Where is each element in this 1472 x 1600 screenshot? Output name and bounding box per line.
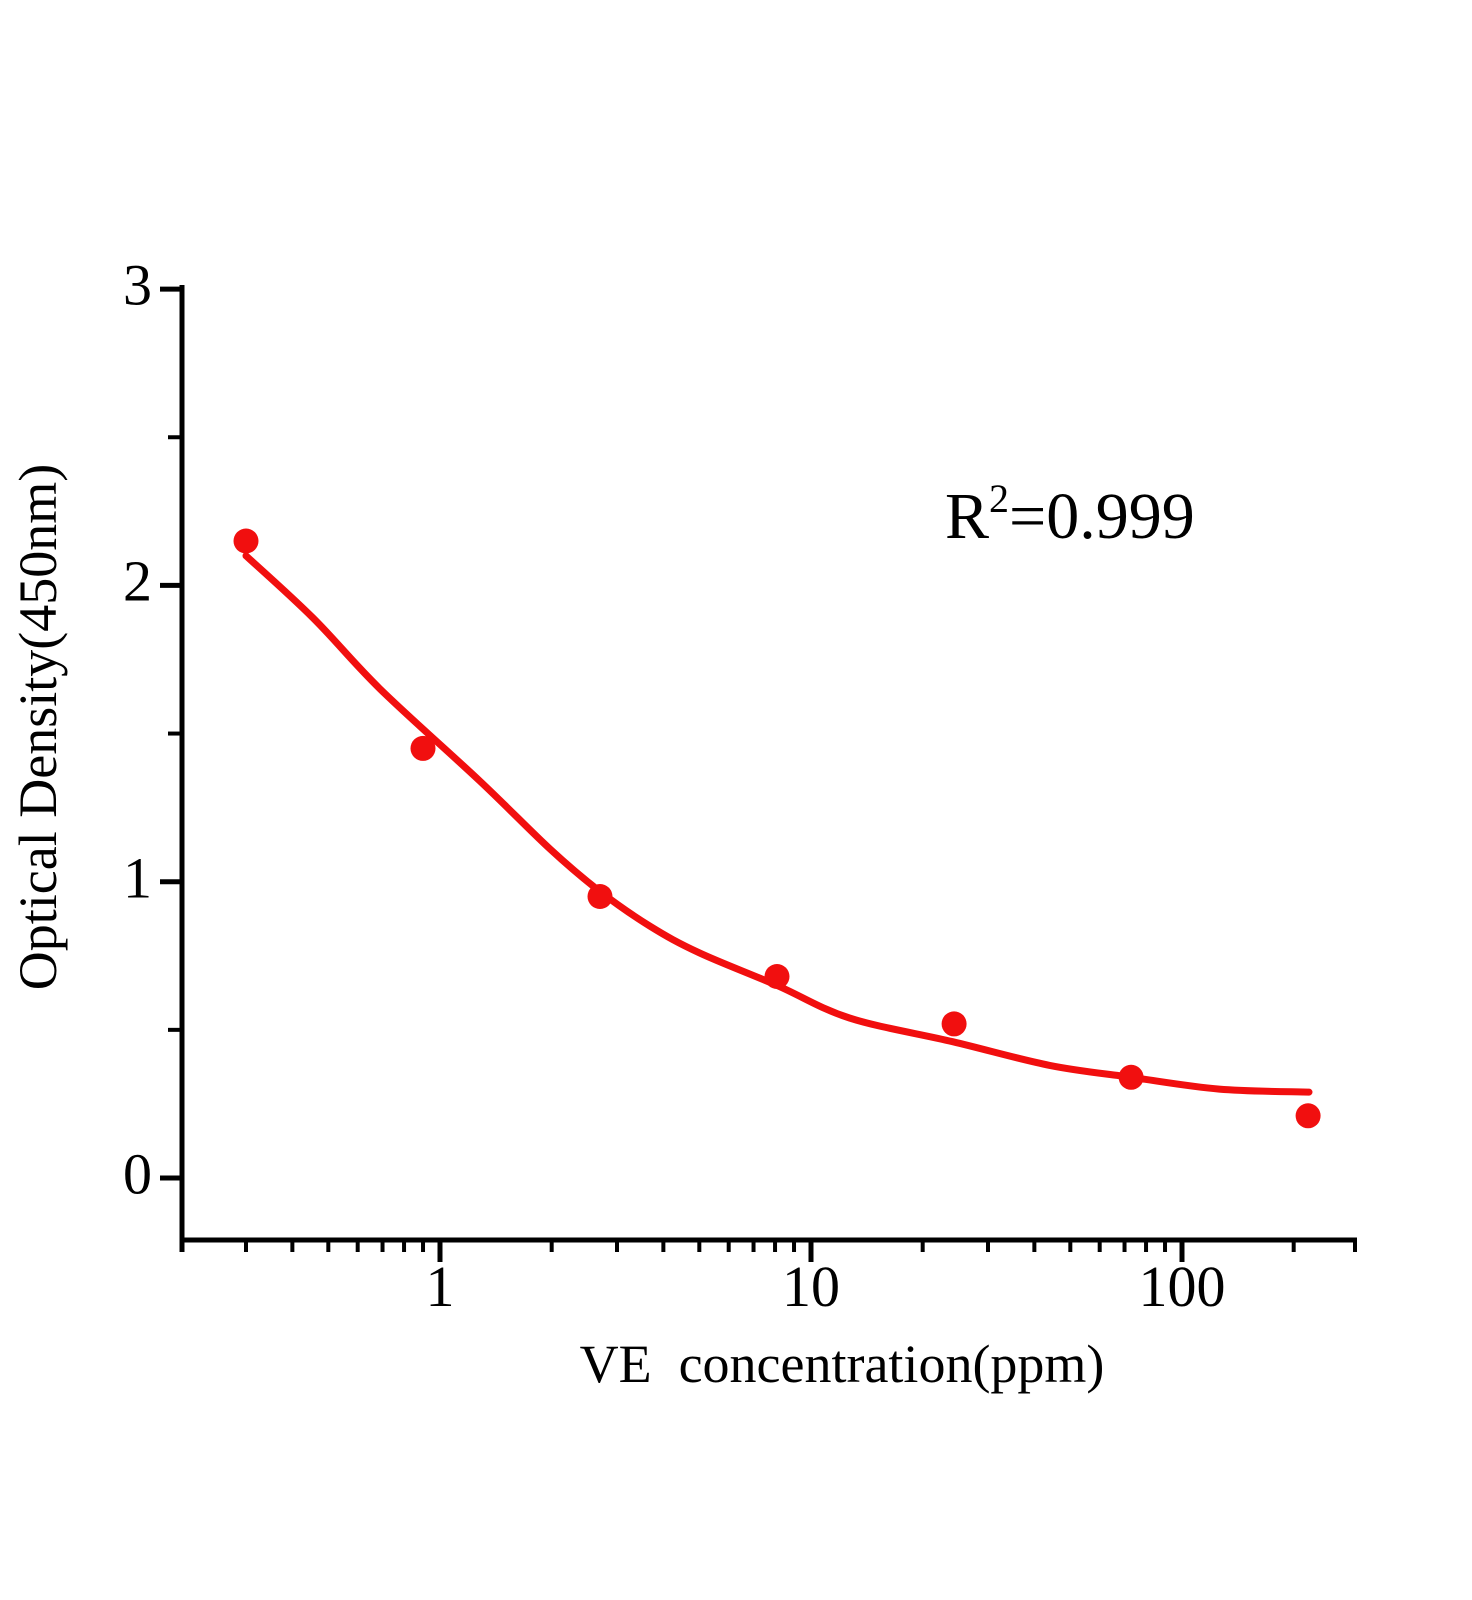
data-point — [1295, 1103, 1321, 1129]
y-tick-label: 3 — [123, 252, 152, 318]
x-axis-title: VE concentration(ppm) — [579, 1334, 1105, 1394]
y-tick-label: 0 — [123, 1141, 152, 1207]
fit-curve-group — [242, 552, 1313, 1096]
fit-curve — [242, 552, 1313, 1096]
data-point — [233, 528, 259, 554]
data-points-group — [233, 528, 1321, 1129]
r-squared-annotation: R2=0.999 — [945, 479, 1195, 550]
r-squared-base: R — [945, 480, 990, 553]
data-point — [587, 884, 613, 909]
data-point — [410, 735, 436, 761]
r-squared-value: =0.999 — [1009, 480, 1195, 553]
y-tick-label: 2 — [123, 548, 152, 614]
x-tick-label: 10 — [782, 1254, 840, 1319]
x-tick-label: 100 — [1138, 1254, 1226, 1319]
x-tick-label: 1 — [425, 1254, 455, 1319]
y-tick-label: 1 — [123, 845, 152, 911]
y-axis-title: Optical Density(450nm) — [8, 463, 68, 991]
axes — [160, 285, 1357, 1262]
data-point — [1118, 1064, 1144, 1090]
data-point — [764, 964, 790, 989]
r-squared-exponent: 2 — [989, 476, 1010, 521]
data-point — [941, 1011, 967, 1037]
